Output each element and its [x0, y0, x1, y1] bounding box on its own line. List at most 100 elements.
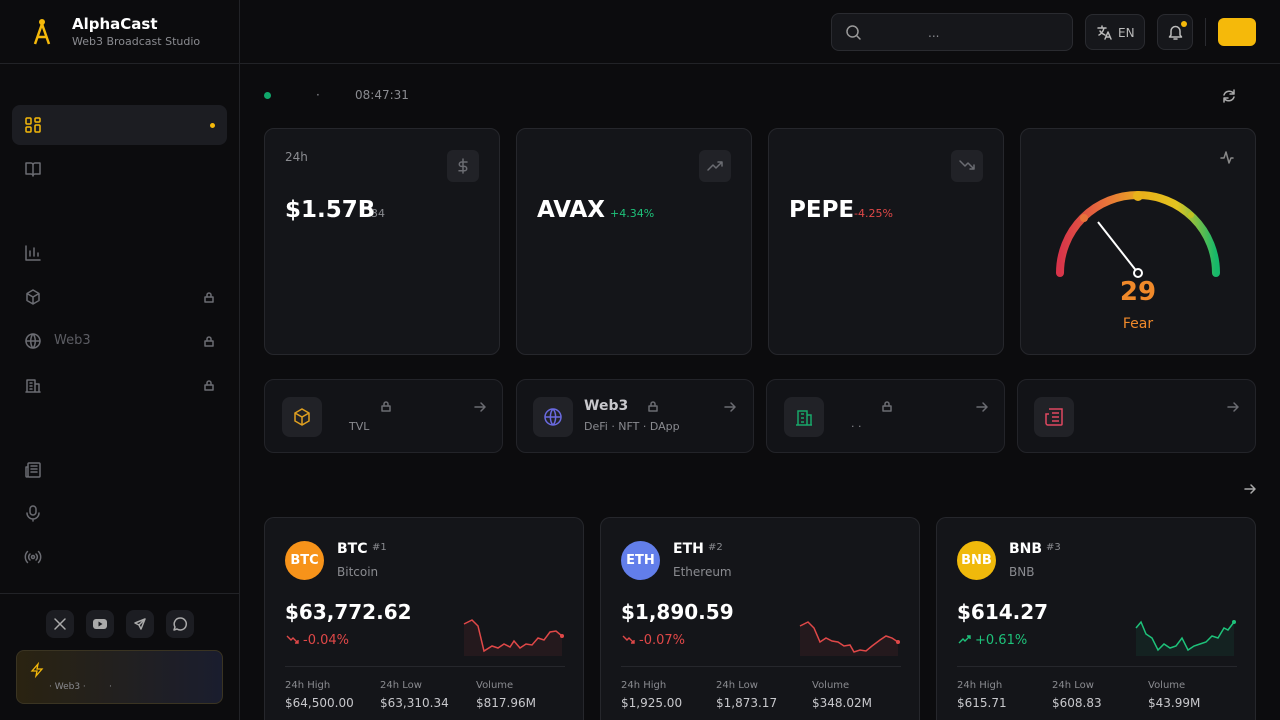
lock-icon [204, 336, 214, 347]
stat-value: AVAX [537, 197, 606, 223]
stat-sub: 34 [371, 207, 385, 220]
telegram-icon [134, 618, 146, 630]
trend-down-icon [959, 160, 975, 170]
stat-value: $608.83 [1052, 696, 1102, 710]
gauge-marker [1188, 212, 1194, 218]
feature-card[interactable]: · · [766, 379, 1005, 453]
sentiment-label: Fear [1122, 316, 1154, 332]
coin-card[interactable]: ETH ETH #2 Ethereum $1,890.59 -0.07% 24h… [600, 517, 920, 720]
separator [1205, 18, 1206, 46]
chat-icon [173, 617, 188, 631]
sidebar: AlphaCast Web3 Broadcast Studio Web3 · W… [0, 0, 240, 720]
divider [285, 666, 565, 667]
coin-price: $1,890.59 [621, 600, 734, 624]
stat-value: $64,500.00 [285, 696, 354, 710]
sparkline [1135, 620, 1236, 656]
stat-label: 24h [285, 150, 308, 164]
stat-card: AVAX +4.34% [516, 128, 752, 355]
sparkline [463, 619, 564, 656]
lock-icon [204, 292, 214, 303]
gauge-marker [1133, 191, 1143, 201]
stat-change: -4.25% [854, 207, 893, 220]
coin-card[interactable]: BNB BNB #3 BNB $614.27 +0.61% 24h High $… [936, 517, 1256, 720]
nav-icon-broadcast[interactable] [24, 549, 42, 565]
icon-box [951, 150, 983, 182]
nav-icon-globe[interactable] [25, 333, 41, 349]
stat-change: +4.34% [610, 207, 655, 220]
social-x[interactable] [46, 610, 74, 638]
bolt-icon [30, 661, 44, 679]
pulse-icon [1220, 151, 1234, 164]
nav-item-active[interactable] [12, 105, 227, 145]
icon-box [533, 397, 573, 437]
search-icon [846, 25, 861, 40]
stat-value: $63,310.34 [380, 696, 449, 710]
stat-label: 24h Low [1052, 680, 1094, 691]
feature-card[interactable]: Web3 DeFi · NFT · DApp [516, 379, 754, 453]
coin-price: $63,772.62 [285, 600, 412, 624]
feature-sub: · · [851, 420, 862, 433]
nav-icon-book[interactable] [25, 161, 41, 177]
stat-label: Volume [812, 680, 850, 691]
social-chat[interactable] [166, 610, 194, 638]
stat-card: PEPE -4.25% [768, 128, 1004, 355]
sentiment-value: 29 [1119, 277, 1157, 307]
lock-icon [381, 401, 391, 412]
nav-label[interactable]: Web3 [54, 333, 91, 348]
cube-icon [294, 408, 310, 426]
translate-icon [1097, 25, 1112, 40]
arrow-icon [976, 402, 988, 412]
coin-symbol: BTC [337, 541, 368, 557]
more-arrow[interactable] [1244, 484, 1256, 494]
promo-banner[interactable]: · Web3 · · [16, 650, 223, 704]
notifications-button[interactable] [1157, 14, 1193, 50]
social-youtube[interactable] [86, 610, 114, 638]
nav-icon-news[interactable] [25, 462, 41, 478]
promo-text: · Web3 · [49, 682, 86, 692]
nav-icon-cube[interactable] [25, 289, 41, 305]
search-box[interactable]: ... [831, 13, 1073, 51]
trend-up-icon [707, 161, 723, 171]
feature-card[interactable] [1017, 379, 1256, 453]
coin-logo: BTC [285, 541, 324, 580]
live-dot [264, 92, 271, 99]
language-label: EN [1118, 26, 1135, 40]
language-button[interactable]: EN [1085, 14, 1145, 50]
refresh-icon[interactable] [1222, 89, 1236, 103]
arrow-icon [474, 402, 486, 412]
header-divider [240, 63, 1280, 64]
x-icon [54, 618, 66, 630]
gauge-arc [1056, 191, 1220, 277]
nav-icon-building[interactable] [25, 377, 41, 393]
coin-rank: #1 [372, 542, 387, 553]
nav-icon-chart[interactable] [25, 245, 41, 261]
feature-sub: TVL [349, 420, 370, 433]
coin-logo: BNB [957, 541, 996, 580]
divider [957, 666, 1237, 667]
coin-rank: #2 [708, 542, 723, 553]
lock-icon [882, 401, 892, 412]
coin-name: Bitcoin [337, 565, 379, 579]
active-dot [210, 123, 215, 128]
social-telegram[interactable] [126, 610, 154, 638]
lock-icon [648, 401, 658, 412]
brand: AlphaCast [72, 15, 158, 33]
coin-card[interactable]: BTC BTC #1 Bitcoin $63,772.62 -0.04% 24h… [264, 517, 584, 720]
nav-icon-mic[interactable] [25, 505, 41, 522]
divider [621, 666, 901, 667]
notification-dot [1181, 21, 1187, 27]
coin-price: $614.27 [957, 600, 1049, 624]
search-placeholder: ... [928, 26, 940, 40]
stat-value: $1.57B [285, 197, 376, 223]
sentiment-card: 29 Fear [1020, 128, 1256, 355]
connect-button[interactable] [1218, 18, 1256, 46]
tagline: Web3 Broadcast Studio [72, 35, 201, 48]
feature-sub: DeFi · NFT · DApp [584, 420, 680, 433]
icon-box [447, 150, 479, 182]
status-separator: · [316, 88, 320, 102]
bell-icon [1168, 25, 1183, 40]
stat-value: $1,925.00 [621, 696, 683, 710]
globe-icon [544, 408, 562, 426]
divider [0, 593, 240, 594]
feature-card[interactable]: TVL [264, 379, 503, 453]
